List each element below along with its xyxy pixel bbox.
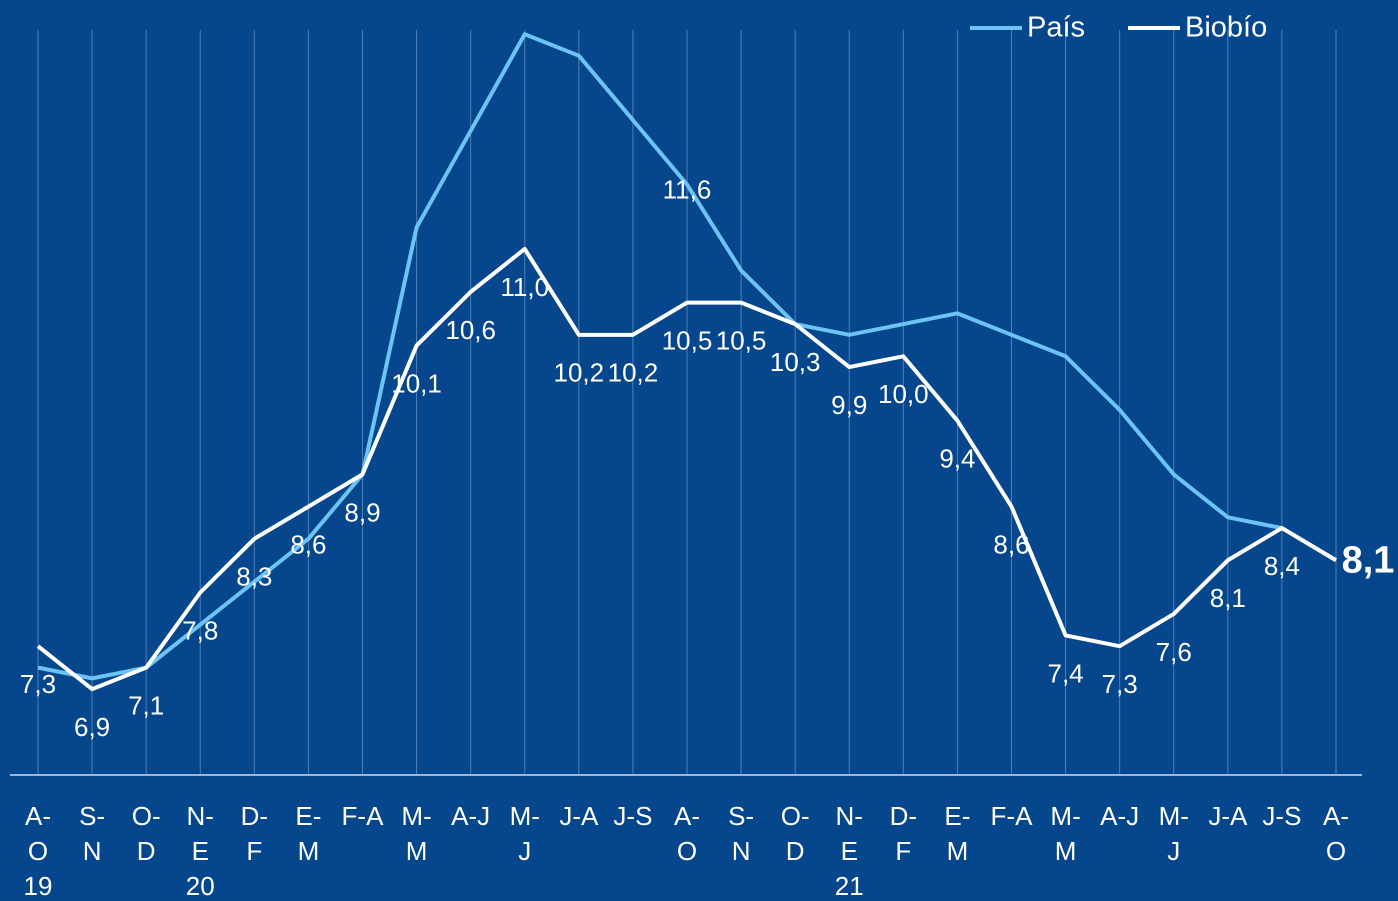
legend-label: Biobío bbox=[1185, 12, 1267, 44]
x-tick-label: A- bbox=[25, 801, 51, 831]
x-tick-label: M bbox=[947, 836, 969, 866]
data-label: 7,6 bbox=[1156, 637, 1192, 667]
x-tick-label: J-S bbox=[1262, 801, 1301, 831]
x-tick-label: A- bbox=[674, 801, 700, 831]
data-label: 8,9 bbox=[344, 497, 380, 527]
x-tick-label: M- bbox=[1159, 801, 1189, 831]
x-tick-label: E bbox=[841, 836, 858, 866]
data-label: 7,3 bbox=[1102, 669, 1138, 699]
data-label: 10,2 bbox=[608, 358, 659, 388]
data-label: 10,5 bbox=[716, 325, 767, 355]
x-tick-label: J bbox=[1167, 836, 1180, 866]
x-tick-label: O- bbox=[132, 801, 161, 831]
x-tick-label: O bbox=[1326, 836, 1346, 866]
data-label: 10,3 bbox=[770, 347, 821, 377]
x-tick-label: M bbox=[406, 836, 428, 866]
x-tick-label: D- bbox=[241, 801, 268, 831]
data-label: 10,6 bbox=[445, 315, 496, 345]
x-tick-label: O bbox=[28, 836, 48, 866]
x-tick-label: 21 bbox=[835, 871, 864, 901]
data-label: 9,9 bbox=[831, 390, 867, 420]
x-tick-label: F-A bbox=[991, 801, 1034, 831]
data-label: 8,1 bbox=[1210, 583, 1246, 613]
x-tick-label: M- bbox=[1050, 801, 1080, 831]
x-tick-label: M- bbox=[510, 801, 540, 831]
data-label: 7,4 bbox=[1048, 658, 1084, 688]
series-line bbox=[36, 246, 1338, 692]
x-tick-label: F bbox=[246, 836, 262, 866]
x-tick-label: F-A bbox=[342, 801, 385, 831]
x-tick-label: J-S bbox=[613, 801, 652, 831]
x-tick-label: D bbox=[137, 836, 156, 866]
data-label: 8,1 bbox=[1342, 539, 1395, 581]
data-label: 10,5 bbox=[662, 325, 713, 355]
data-label: 11,0 bbox=[500, 272, 549, 302]
legend-label: País bbox=[1027, 12, 1085, 44]
data-label: 10,1 bbox=[391, 368, 442, 398]
data-label: 6,9 bbox=[74, 712, 110, 742]
x-tick-label: A-J bbox=[1100, 801, 1139, 831]
x-tick-label: M bbox=[1055, 836, 1077, 866]
data-label: 7,3 bbox=[20, 669, 56, 699]
x-tick-label: N bbox=[732, 836, 751, 866]
x-tick-label: J-A bbox=[559, 801, 599, 831]
data-label: 10,0 bbox=[878, 379, 929, 409]
x-tick-label: E- bbox=[944, 801, 970, 831]
x-tick-label: N- bbox=[187, 801, 214, 831]
data-label: 8,6 bbox=[993, 529, 1029, 559]
data-label: 8,6 bbox=[290, 529, 326, 559]
x-tick-label: M- bbox=[401, 801, 431, 831]
data-label: 8,4 bbox=[1264, 551, 1300, 581]
x-tick-label: 20 bbox=[186, 871, 215, 901]
x-tick-label: M bbox=[298, 836, 320, 866]
x-tick-label: E- bbox=[295, 801, 321, 831]
data-label: 11,6 bbox=[663, 174, 712, 204]
x-tick-label: N bbox=[83, 836, 102, 866]
x-tick-label: J-A bbox=[1208, 801, 1248, 831]
x-tick-label: O bbox=[677, 836, 697, 866]
x-tick-label: N- bbox=[836, 801, 863, 831]
x-tick-label: O- bbox=[781, 801, 810, 831]
data-label: 7,1 bbox=[128, 691, 164, 721]
x-tick-label: A- bbox=[1323, 801, 1349, 831]
x-tick-label: F bbox=[895, 836, 911, 866]
x-tick-label: J bbox=[518, 836, 531, 866]
x-tick-label: D bbox=[786, 836, 805, 866]
x-tick-label: S- bbox=[79, 801, 105, 831]
data-label: 7,8 bbox=[182, 615, 218, 645]
x-tick-label: D- bbox=[890, 801, 917, 831]
x-tick-label: 19 bbox=[24, 871, 53, 901]
x-tick-label: S- bbox=[728, 801, 754, 831]
data-label: 8,3 bbox=[236, 562, 272, 592]
x-tick-label: E bbox=[192, 836, 209, 866]
x-tick-label: A-J bbox=[451, 801, 490, 831]
series-line bbox=[37, 32, 1338, 681]
data-label: 9,4 bbox=[939, 444, 975, 474]
data-label: 10,2 bbox=[554, 358, 605, 388]
